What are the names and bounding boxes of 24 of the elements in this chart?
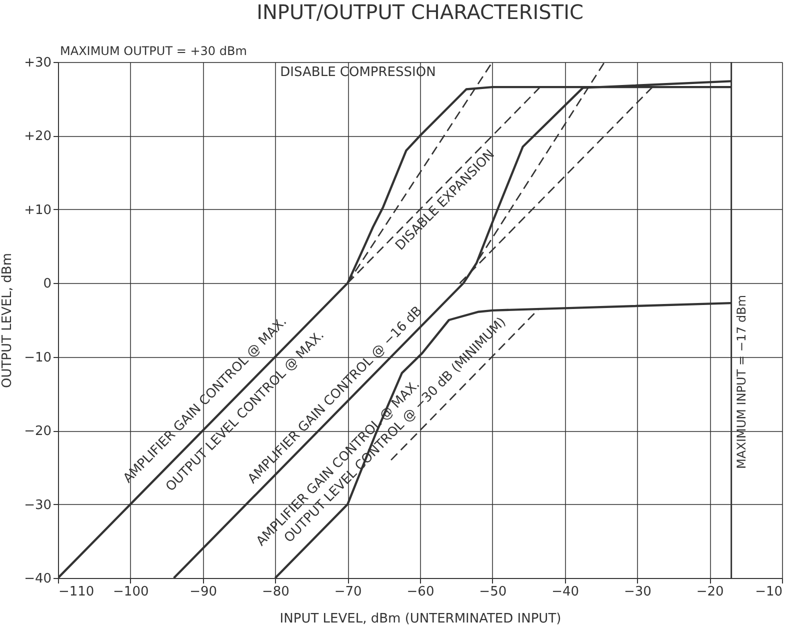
x-axis-title: INPUT LEVEL, dBm (UNTERMINATED INPUT) (280, 612, 562, 626)
y-tick-label: +20 (24, 129, 52, 144)
ref-line-label: MAXIMUM INPUT = −17 dBm (734, 294, 748, 469)
x-tick-label: −10 (755, 584, 782, 600)
y-tick-label: −40 (24, 572, 52, 586)
x-tick-label: −100 (113, 584, 149, 600)
x-tick-label: −60 (406, 584, 434, 600)
y-tick-label: 0 (43, 276, 52, 292)
x-tick-label: −30 (624, 584, 652, 600)
y-tick-label: +10 (24, 202, 52, 218)
y-tick-label: −20 (24, 424, 52, 440)
x-tick-label: −40 (552, 584, 580, 600)
y-tick-label: −30 (24, 498, 52, 513)
x-tick-label: −50 (479, 584, 507, 600)
text: MAXIMUM OUTPUT = +30 dBm (60, 44, 247, 58)
y-tick-label: −10 (24, 350, 52, 366)
x-tick-label: −110 (58, 584, 94, 600)
y-tick-label: +30 (24, 56, 52, 70)
x-tick-label: −20 (696, 584, 724, 600)
y-axis-title: OUTPUT LEVEL, dBm (0, 252, 16, 388)
x-tick-label: −90 (190, 584, 218, 600)
x-tick-label: −70 (334, 584, 362, 600)
x-tick-label: −80 (262, 584, 290, 600)
chart-title: INPUT/OUTPUT CHARACTERISTIC (256, 0, 584, 24)
